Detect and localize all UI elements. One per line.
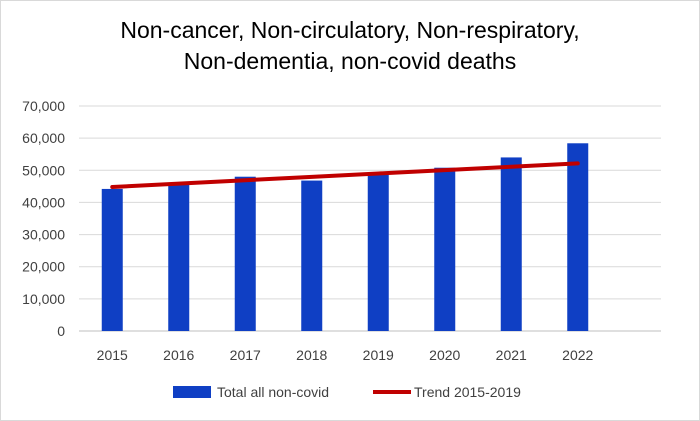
x-tick-label: 2018 [296,347,327,363]
x-tick-label: 2021 [496,347,527,363]
y-tick-label: 40,000 [22,194,65,210]
bar [301,180,323,331]
chart-title-line-1: Non-cancer, Non-circulatory, Non-respira… [120,17,580,43]
y-tick-label: 70,000 [22,98,65,114]
x-tick-label: 2020 [429,347,460,363]
y-tick-label: 30,000 [22,227,65,243]
x-tick-label: 2022 [562,347,593,363]
bar [500,157,522,331]
trend-series [110,161,580,189]
chart-title: Non-cancer, Non-circulatory, Non-respira… [1,15,699,77]
y-tick-label: 10,000 [22,291,65,307]
bar [367,172,389,331]
x-tick-label: 2017 [230,347,261,363]
chart-title-line-2: Non-dementia, non-covid deaths [183,48,517,74]
legend: Total all non-covid Trend 2015-2019 [173,384,521,400]
bar [434,167,456,331]
legend-label: Total all non-covid [217,384,329,400]
x-tick-label: 2015 [97,347,128,363]
y-tick-label: 20,000 [22,259,65,275]
bar [101,188,123,331]
x-axis-ticks: 2015 2016 2017 2018 2019 2020 2021 2022 [97,347,594,363]
legend-swatch-bar [173,386,211,398]
legend-label: Trend 2015-2019 [414,384,521,400]
y-tick-label: 0 [57,323,65,339]
trend-line [110,161,580,189]
y-tick-label: 60,000 [22,130,65,146]
y-tick-label: 50,000 [22,162,65,178]
y-axis-ticks: 0 10,000 20,000 30,000 40,000 50,000 60,000 70,… [22,98,65,339]
bar [168,183,190,331]
bar [567,143,589,331]
bar-series [101,143,589,331]
x-tick-label: 2016 [163,347,194,363]
bar [234,176,256,331]
x-tick-label: 2019 [363,347,394,363]
